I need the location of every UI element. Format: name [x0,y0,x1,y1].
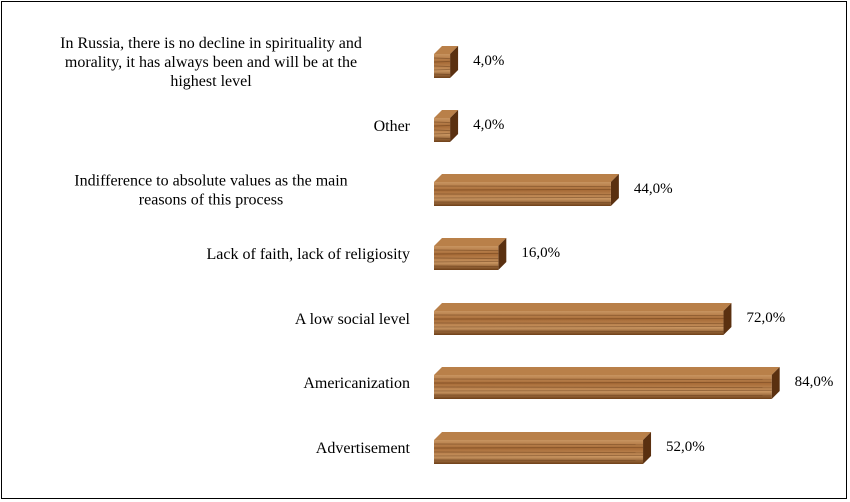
bar-front-face [434,54,451,78]
bar-front-face [434,311,724,335]
bar-front-face [434,118,451,142]
bar [433,432,652,464]
bar-grain-line [433,317,724,320]
bar-grain-line [433,325,724,328]
category-label-line: morality, it has always been and will be… [65,54,357,71]
value-label: 4,0% [473,53,504,69]
value-label: 52,0% [666,439,705,455]
bar-grain-line [433,443,644,446]
bar-grain-line [433,249,499,252]
category-label-line: Americanization [303,375,410,392]
category-label: Americanization [303,375,410,392]
bar-grain-line [433,201,611,204]
bar-top-face [434,367,780,375]
bar-top-face [434,174,619,182]
bar-grain-line [433,121,451,124]
bar-grain-line [433,260,499,263]
category-label: Other [374,118,411,135]
bar-top-face [434,303,732,311]
value-label: 72,0% [746,310,785,326]
bar-grain-line [433,322,724,325]
category-label: Indifference to absolute values as the m… [74,173,347,209]
bar-grain-line [433,132,451,135]
bar-front-face [434,246,499,270]
category-label-line: Indifference to absolute values as the m… [74,173,347,190]
bar-side-face [450,46,459,78]
bar-side-face [610,174,619,206]
value-label: 44,0% [634,181,673,197]
bar-top-face [434,432,652,440]
bar-front-face [434,440,644,464]
bar-grain-line [433,185,611,188]
bar-grain-line [433,137,451,140]
bar-grain-line [433,124,451,127]
bar-grain-line [433,381,772,384]
bar-grain-line [433,451,644,454]
bar-grain-line [433,314,724,317]
bar-grain-line [433,265,499,268]
value-label: 84,0% [795,374,834,390]
bar [433,238,507,270]
bar-grain-line [433,446,644,449]
bar-grain-line [433,378,772,381]
bar-grain-line [433,193,611,196]
category-label: In Russia, there is no decline in spirit… [60,35,362,90]
category-label-line: Lack of faith, lack of religiosity [207,246,410,263]
bar-side-face [643,432,652,464]
bar-grain-line [433,257,499,260]
bar-grain-line [433,60,451,63]
bar [433,110,459,142]
bar-front-face [434,375,772,399]
bar-grain-line [433,196,611,199]
bar-grain-line [433,129,451,132]
bar-side-face [771,367,780,399]
bar-grain-line [433,459,644,462]
bars-layer [433,46,780,464]
bar-grain-line [433,252,499,255]
bar [433,46,459,78]
labels-layer: 4,0% In Russia, there is no decline in sp… [60,35,833,457]
bar [433,303,732,335]
category-label-line: Advertisement [316,440,411,457]
bar [433,367,780,399]
bar-grain-line [433,57,451,60]
category-label-line: A low social level [295,311,411,328]
category-label-line: highest level [170,73,252,90]
category-label: Lack of faith, lack of religiosity [207,246,410,263]
bar-top-face [434,110,459,118]
category-label: A low social level [295,311,411,328]
value-label: 16,0% [521,245,560,261]
bar-grain-line [433,188,611,191]
bar-grain-line [433,389,772,392]
bar-grain-line [433,394,772,397]
category-label-line: reasons of this process [139,192,283,209]
category-label-line: Other [374,118,411,135]
bar-side-face [723,303,732,335]
bar-grain-line [433,330,724,333]
bar-grain-line [433,68,451,71]
bar-top-face [434,46,459,54]
bar [433,174,619,206]
bar-grain-line [433,65,451,68]
category-label: Advertisement [316,440,411,457]
bar-side-face [498,238,507,270]
bar-grain-line [433,454,644,457]
bar-grain-line [433,386,772,389]
bar-side-face [450,110,459,142]
bar-grain-line [433,73,451,76]
bar-top-face [434,238,507,246]
category-label-line: In Russia, there is no decline in spirit… [60,35,362,52]
value-label: 4,0% [473,117,504,133]
bar-front-face [434,182,611,206]
